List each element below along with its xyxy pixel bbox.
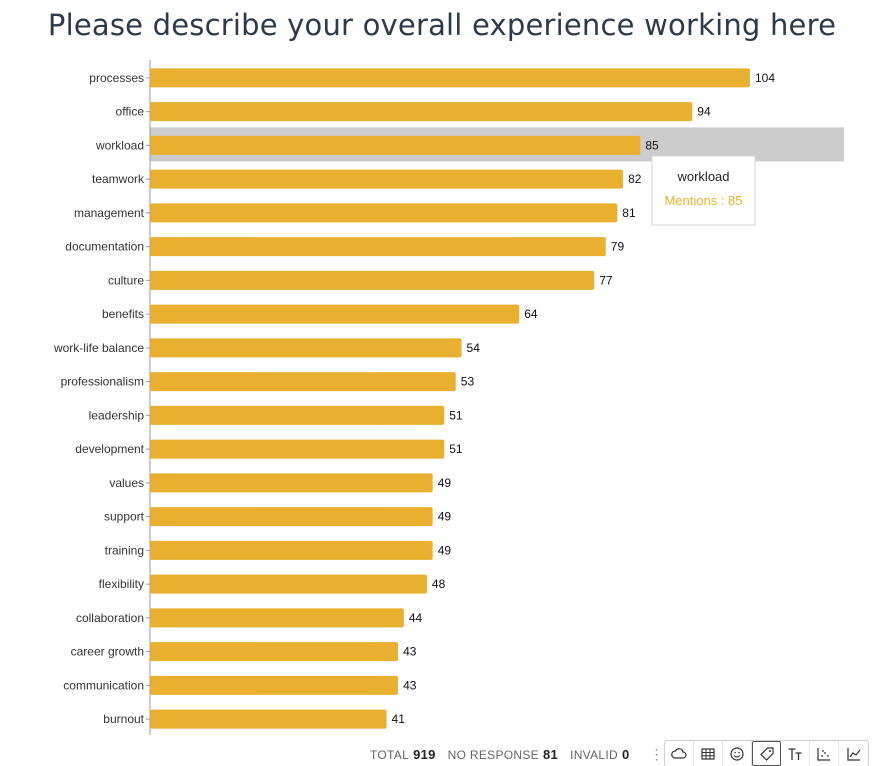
tooltip-category: workload bbox=[676, 169, 729, 184]
tooltip-value: Mentions : 85 bbox=[664, 193, 742, 208]
bar-chart: processes 104 office 94 workload 85 teamwork 82… bbox=[53, 60, 844, 735]
tag-icon bbox=[759, 746, 774, 761]
no-response-stat: NO RESPONSE 81 bbox=[448, 747, 558, 762]
value-label: 77 bbox=[599, 273, 613, 287]
category-label: management bbox=[74, 206, 145, 220]
chart-title: Please describe your overall experience … bbox=[47, 8, 837, 42]
bar bbox=[150, 675, 399, 695]
sentiment-button[interactable] bbox=[723, 741, 752, 766]
value-label: 85 bbox=[645, 138, 659, 152]
view-toolbar bbox=[664, 740, 869, 766]
category-label: collaboration bbox=[76, 611, 144, 625]
tags-button[interactable] bbox=[752, 741, 781, 766]
category-label: documentation bbox=[65, 240, 144, 254]
bar bbox=[150, 270, 595, 290]
category-label: career growth bbox=[71, 645, 144, 659]
category-label: teamwork bbox=[92, 172, 145, 186]
value-label: 104 bbox=[755, 71, 775, 85]
invalid-stat: INVALID 0 bbox=[570, 747, 629, 762]
bar bbox=[150, 540, 433, 560]
line-chart-icon bbox=[846, 747, 860, 761]
line-chart-button[interactable] bbox=[839, 741, 868, 766]
value-label: 44 bbox=[409, 611, 423, 625]
no-response-label: NO RESPONSE bbox=[447, 747, 539, 762]
total-stat: TOTAL 919 bbox=[370, 747, 436, 762]
category-label: office bbox=[116, 105, 145, 119]
value-label: 54 bbox=[467, 341, 481, 355]
table-view-button[interactable] bbox=[694, 741, 723, 766]
invalid-label: INVALID bbox=[570, 747, 618, 762]
category-label: culture bbox=[108, 273, 144, 287]
value-label: 48 bbox=[432, 577, 446, 591]
category-label: communication bbox=[63, 678, 144, 692]
value-label: 49 bbox=[438, 476, 452, 490]
category-label: workload bbox=[95, 138, 144, 152]
bar bbox=[150, 608, 404, 628]
bar bbox=[150, 102, 693, 122]
category-label: burnout bbox=[103, 712, 144, 726]
value-label: 49 bbox=[438, 510, 452, 524]
category-label: professionalism bbox=[61, 375, 144, 389]
category-label: processes bbox=[89, 71, 144, 85]
no-response-value: 81 bbox=[543, 746, 559, 762]
value-label: 41 bbox=[392, 712, 406, 726]
value-label: 43 bbox=[403, 645, 417, 659]
bar bbox=[150, 304, 520, 324]
more-options-icon[interactable]: ⋮ bbox=[649, 745, 664, 762]
category-label: leadership bbox=[89, 408, 145, 422]
bar bbox=[150, 709, 387, 729]
value-label: 43 bbox=[403, 678, 417, 692]
table-icon bbox=[701, 747, 715, 760]
bar bbox=[150, 574, 427, 594]
bar bbox=[150, 507, 433, 527]
response-summary: TOTAL 919 NO RESPONSE 81 INVALID 0 ⋮ bbox=[370, 744, 664, 764]
scatter-icon bbox=[817, 747, 830, 761]
category-label: flexibility bbox=[99, 577, 144, 591]
total-value: 919 bbox=[413, 746, 436, 762]
word-cloud-button[interactable] bbox=[665, 741, 694, 766]
category-label: values bbox=[109, 476, 144, 490]
tooltip-box bbox=[651, 155, 756, 226]
bar bbox=[150, 405, 445, 425]
category-label: work-life balance bbox=[53, 341, 144, 355]
cloud-icon bbox=[671, 747, 687, 759]
value-label: 81 bbox=[622, 206, 636, 220]
category-label: support bbox=[104, 510, 145, 524]
value-label: 64 bbox=[524, 307, 538, 321]
bar bbox=[150, 439, 445, 459]
bar bbox=[150, 135, 641, 155]
scatter-button[interactable] bbox=[810, 741, 839, 766]
total-label: TOTAL bbox=[370, 747, 410, 762]
invalid-value: 0 bbox=[621, 746, 630, 762]
text-size-icon bbox=[788, 747, 802, 760]
value-label: 51 bbox=[449, 442, 463, 456]
bar bbox=[150, 338, 462, 358]
bar bbox=[150, 169, 624, 189]
category-label: benefits bbox=[102, 307, 144, 321]
bar bbox=[150, 203, 618, 223]
value-label: 53 bbox=[461, 375, 475, 389]
value-label: 79 bbox=[611, 240, 625, 254]
text-size-button[interactable] bbox=[781, 741, 810, 766]
value-label: 49 bbox=[438, 543, 452, 557]
value-label: 94 bbox=[697, 105, 711, 119]
smiley-icon bbox=[730, 746, 744, 761]
value-label: 51 bbox=[449, 408, 463, 422]
value-label: 82 bbox=[628, 172, 642, 186]
category-label: training bbox=[105, 543, 144, 557]
category-label: development bbox=[75, 442, 144, 456]
bar bbox=[150, 68, 750, 88]
bar bbox=[150, 473, 433, 493]
bar bbox=[150, 642, 399, 662]
bar bbox=[150, 237, 606, 257]
bar bbox=[150, 372, 456, 392]
